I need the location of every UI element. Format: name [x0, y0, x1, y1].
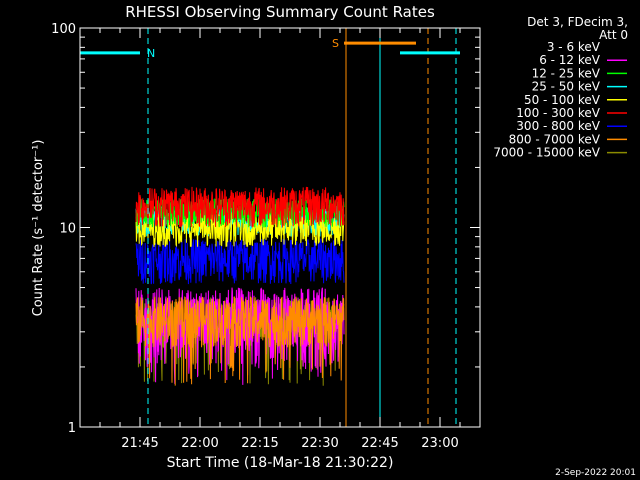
legend-header-line-2: Att 0 — [599, 28, 628, 42]
legend-label: 3 - 6 keV — [547, 40, 601, 54]
legend-label: 800 - 7000 keV — [509, 132, 601, 146]
x-tick-label: 22:15 — [241, 436, 278, 451]
legend-label: 6 - 12 keV — [539, 53, 601, 67]
x-tick-label: 22:00 — [181, 436, 218, 451]
y-tick-label: 100 — [51, 22, 76, 37]
series-trace-100-300-kev — [135, 186, 345, 228]
y-axis-label: Count Rate (s⁻¹ detector⁻¹) — [31, 140, 46, 317]
x-axis-label: Start Time (18-Mar-18 21:30:22) — [167, 455, 394, 471]
legend-header-line-1: Det 3, FDecim 3, — [527, 15, 628, 29]
x-tick-label: 23:00 — [421, 436, 458, 451]
legend-label: 300 - 800 keV — [516, 119, 600, 133]
legend-label: 25 - 50 keV — [532, 80, 601, 94]
series-trace-800-7000-kev — [135, 295, 345, 386]
legend-label: 7000 - 15000 keV — [493, 146, 600, 160]
flag-label-s: S — [332, 37, 339, 50]
series-layer — [135, 186, 345, 386]
annotation-layer: NS — [79, 28, 460, 427]
x-tick-label: 21:45 — [121, 436, 158, 451]
axis-layer: 1 10 100 21:45 22:00 22:15 22:30 22:45 23:00 — [51, 22, 480, 451]
y-tick-label: 10 — [59, 222, 76, 237]
series-trace-300-800-kev — [135, 238, 345, 285]
y-tick-label: 1 — [68, 421, 76, 436]
legend-label: 100 - 300 keV — [516, 106, 600, 120]
legend-label: 50 - 100 keV — [524, 93, 601, 107]
flag-label-n: N — [147, 47, 155, 60]
chart-title: RHESSI Observing Summary Count Rates — [125, 3, 435, 21]
legend-label: 12 - 25 keV — [532, 66, 601, 80]
x-tick-label: 22:30 — [301, 436, 338, 451]
x-tick-label: 22:45 — [361, 436, 398, 451]
footer-timestamp: 2-Sep-2022 20:01 — [555, 468, 636, 478]
